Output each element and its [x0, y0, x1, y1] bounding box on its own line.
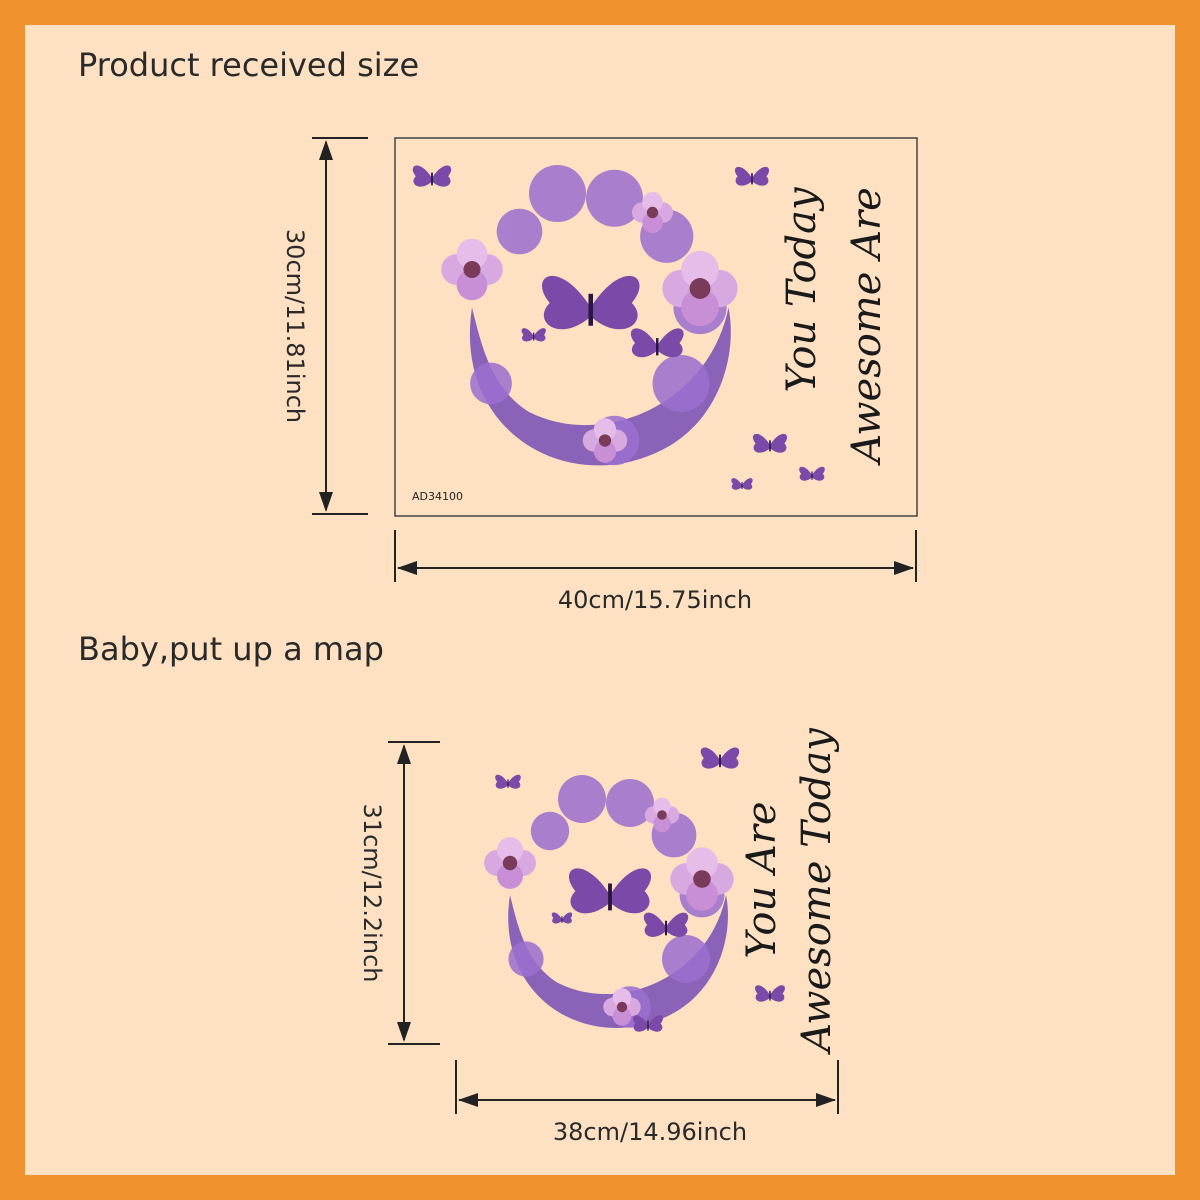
- sticker-text: Awesome Today: [794, 727, 840, 1056]
- height-label: 31cm/12.2inch: [358, 804, 386, 983]
- width-label: 38cm/14.96inch: [553, 1118, 747, 1146]
- height-dimension: [312, 137, 368, 515]
- height-label: 30cm/11.81inch: [281, 229, 309, 423]
- sticker-text: You Are: [739, 801, 785, 958]
- section-title: Product received size: [78, 46, 419, 84]
- width-label: 40cm/15.75inch: [558, 586, 752, 614]
- width-dimension: [455, 1060, 839, 1114]
- sticker-sheet: [394, 137, 918, 517]
- height-dimension: [388, 741, 440, 1045]
- width-dimension: [394, 530, 917, 582]
- sticker-text: Awesome Are: [844, 187, 890, 467]
- section-title: Baby,put up a map: [78, 630, 384, 668]
- sticker-text: You Today: [779, 186, 825, 393]
- product-code: AD34100: [412, 490, 463, 503]
